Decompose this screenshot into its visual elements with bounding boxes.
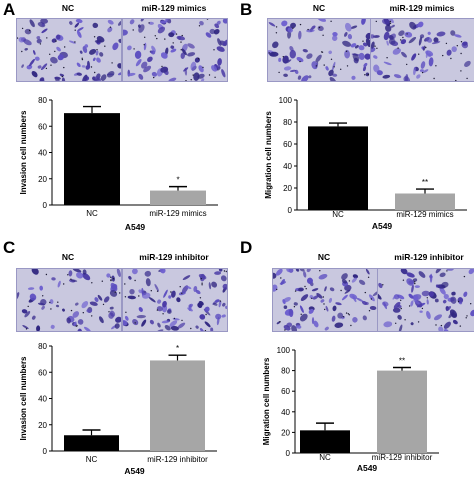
micrograph-treatment — [122, 18, 228, 82]
image-title-nc: NC — [61, 3, 75, 13]
image-title-treatment: miR-129 inhibitor — [394, 252, 464, 262]
panel-b: B NC miR-129 mimics 0 20 40 60 80 100 Migratio… — [237, 0, 474, 238]
category-label: miR-129 inhibitor — [372, 453, 433, 462]
y-tick-label: 60 — [38, 368, 47, 377]
bar — [395, 193, 455, 210]
y-axis-label: Invasion cell numbers — [19, 356, 28, 441]
category-label: NC — [86, 455, 98, 464]
y-tick-label: 80 — [38, 342, 47, 351]
micrograph-treatment — [377, 268, 474, 332]
image-title-treatment: miR-129 inhibitor — [139, 252, 209, 262]
image-title-nc: NC — [61, 252, 75, 262]
y-tick-label: 100 — [279, 96, 293, 105]
image-title-nc: NC — [317, 252, 331, 262]
panel-label: C — [3, 238, 16, 257]
bar-chart: 0 20 40 60 80 Invasion cell numbers NC * miR-129… — [19, 96, 218, 232]
y-axis-label: Invasion cell numbers — [19, 110, 28, 195]
y-tick-label: 40 — [283, 162, 292, 171]
panel-d: D NC miR-129 inhibitor 0 20 40 60 80 100 Migra… — [237, 238, 474, 476]
image-title-nc: NC — [312, 3, 326, 13]
significance-mark: ** — [399, 357, 405, 366]
panel-a: A NC miR-129 mimics 0 20 40 60 80 Invasion ce… — [0, 0, 237, 238]
y-tick-label: 20 — [38, 421, 47, 430]
cell-texture — [123, 269, 227, 331]
image-title-treatment: miR-129 mimics — [389, 3, 455, 13]
y-tick-label: 40 — [38, 149, 47, 158]
micrograph-nc — [16, 268, 122, 332]
significance-mark: * — [176, 176, 179, 185]
bar-chart: 0 20 40 60 80 100 Migration cell numbers NC ** mi… — [264, 96, 467, 231]
y-axis-label: Migration cell numbers — [262, 357, 271, 445]
significance-mark: ** — [422, 178, 428, 187]
cell-texture — [371, 19, 471, 81]
bar — [150, 360, 205, 451]
y-tick-label: 20 — [283, 184, 292, 193]
bar-chart: 0 20 40 60 80 Invasion cell numbers NC * miR-129… — [19, 342, 217, 476]
micrograph-nc — [272, 268, 378, 332]
bar — [64, 113, 120, 205]
cell-texture — [17, 19, 121, 81]
y-tick-label: 0 — [43, 201, 48, 210]
y-tick-label: 100 — [277, 346, 291, 355]
micrograph-nc — [16, 18, 122, 82]
category-label: miR-129 inhibitor — [147, 455, 208, 464]
y-tick-label: 20 — [38, 175, 47, 184]
cell-texture — [123, 19, 227, 81]
category-label: miR-129 mimics — [149, 209, 206, 218]
cell-texture — [17, 269, 121, 331]
cell-texture — [268, 19, 372, 81]
micrograph-treatment — [370, 18, 474, 82]
panel-label: B — [240, 0, 253, 19]
panel-label: D — [240, 238, 253, 257]
y-tick-label: 80 — [283, 118, 292, 127]
y-tick-label: 0 — [43, 447, 48, 456]
x-axis-label: A549 — [372, 221, 393, 231]
y-tick-label: 80 — [38, 96, 47, 105]
y-tick-label: 60 — [38, 122, 47, 131]
y-tick-label: 60 — [281, 387, 290, 396]
image-title-treatment: miR-129 mimics — [141, 3, 207, 13]
panel-c: C NC miR-129 inhibitor 0 20 40 60 80 Invasion… — [0, 238, 237, 476]
x-axis-label: A549 — [357, 463, 378, 473]
bar — [308, 126, 368, 210]
x-axis-label: A549 — [124, 466, 145, 476]
category-label: NC — [86, 209, 98, 218]
bar — [377, 370, 427, 453]
bar — [64, 435, 119, 451]
bar-chart: 0 20 40 60 80 100 Migration cell numbers NC ** mi… — [262, 346, 439, 473]
y-tick-label: 80 — [281, 367, 290, 376]
cell-texture — [378, 269, 474, 331]
bar — [150, 190, 206, 205]
y-axis-label: Migration cell numbers — [264, 111, 273, 199]
y-tick-label: 60 — [283, 140, 292, 149]
y-tick-label: 40 — [281, 408, 290, 417]
category-label: miR-129 mimics — [396, 210, 453, 219]
significance-mark: * — [176, 344, 179, 353]
x-axis-label: A549 — [125, 222, 146, 232]
category-label: NC — [332, 210, 344, 219]
micrograph-nc — [267, 18, 373, 82]
y-tick-label: 0 — [288, 206, 293, 215]
y-tick-label: 20 — [281, 428, 290, 437]
panel-label: A — [3, 0, 16, 19]
micrograph-treatment — [122, 268, 228, 332]
cell-texture — [273, 269, 377, 331]
category-label: NC — [319, 453, 331, 462]
bar — [300, 430, 350, 453]
y-tick-label: 40 — [38, 395, 47, 404]
y-tick-label: 0 — [286, 449, 291, 458]
